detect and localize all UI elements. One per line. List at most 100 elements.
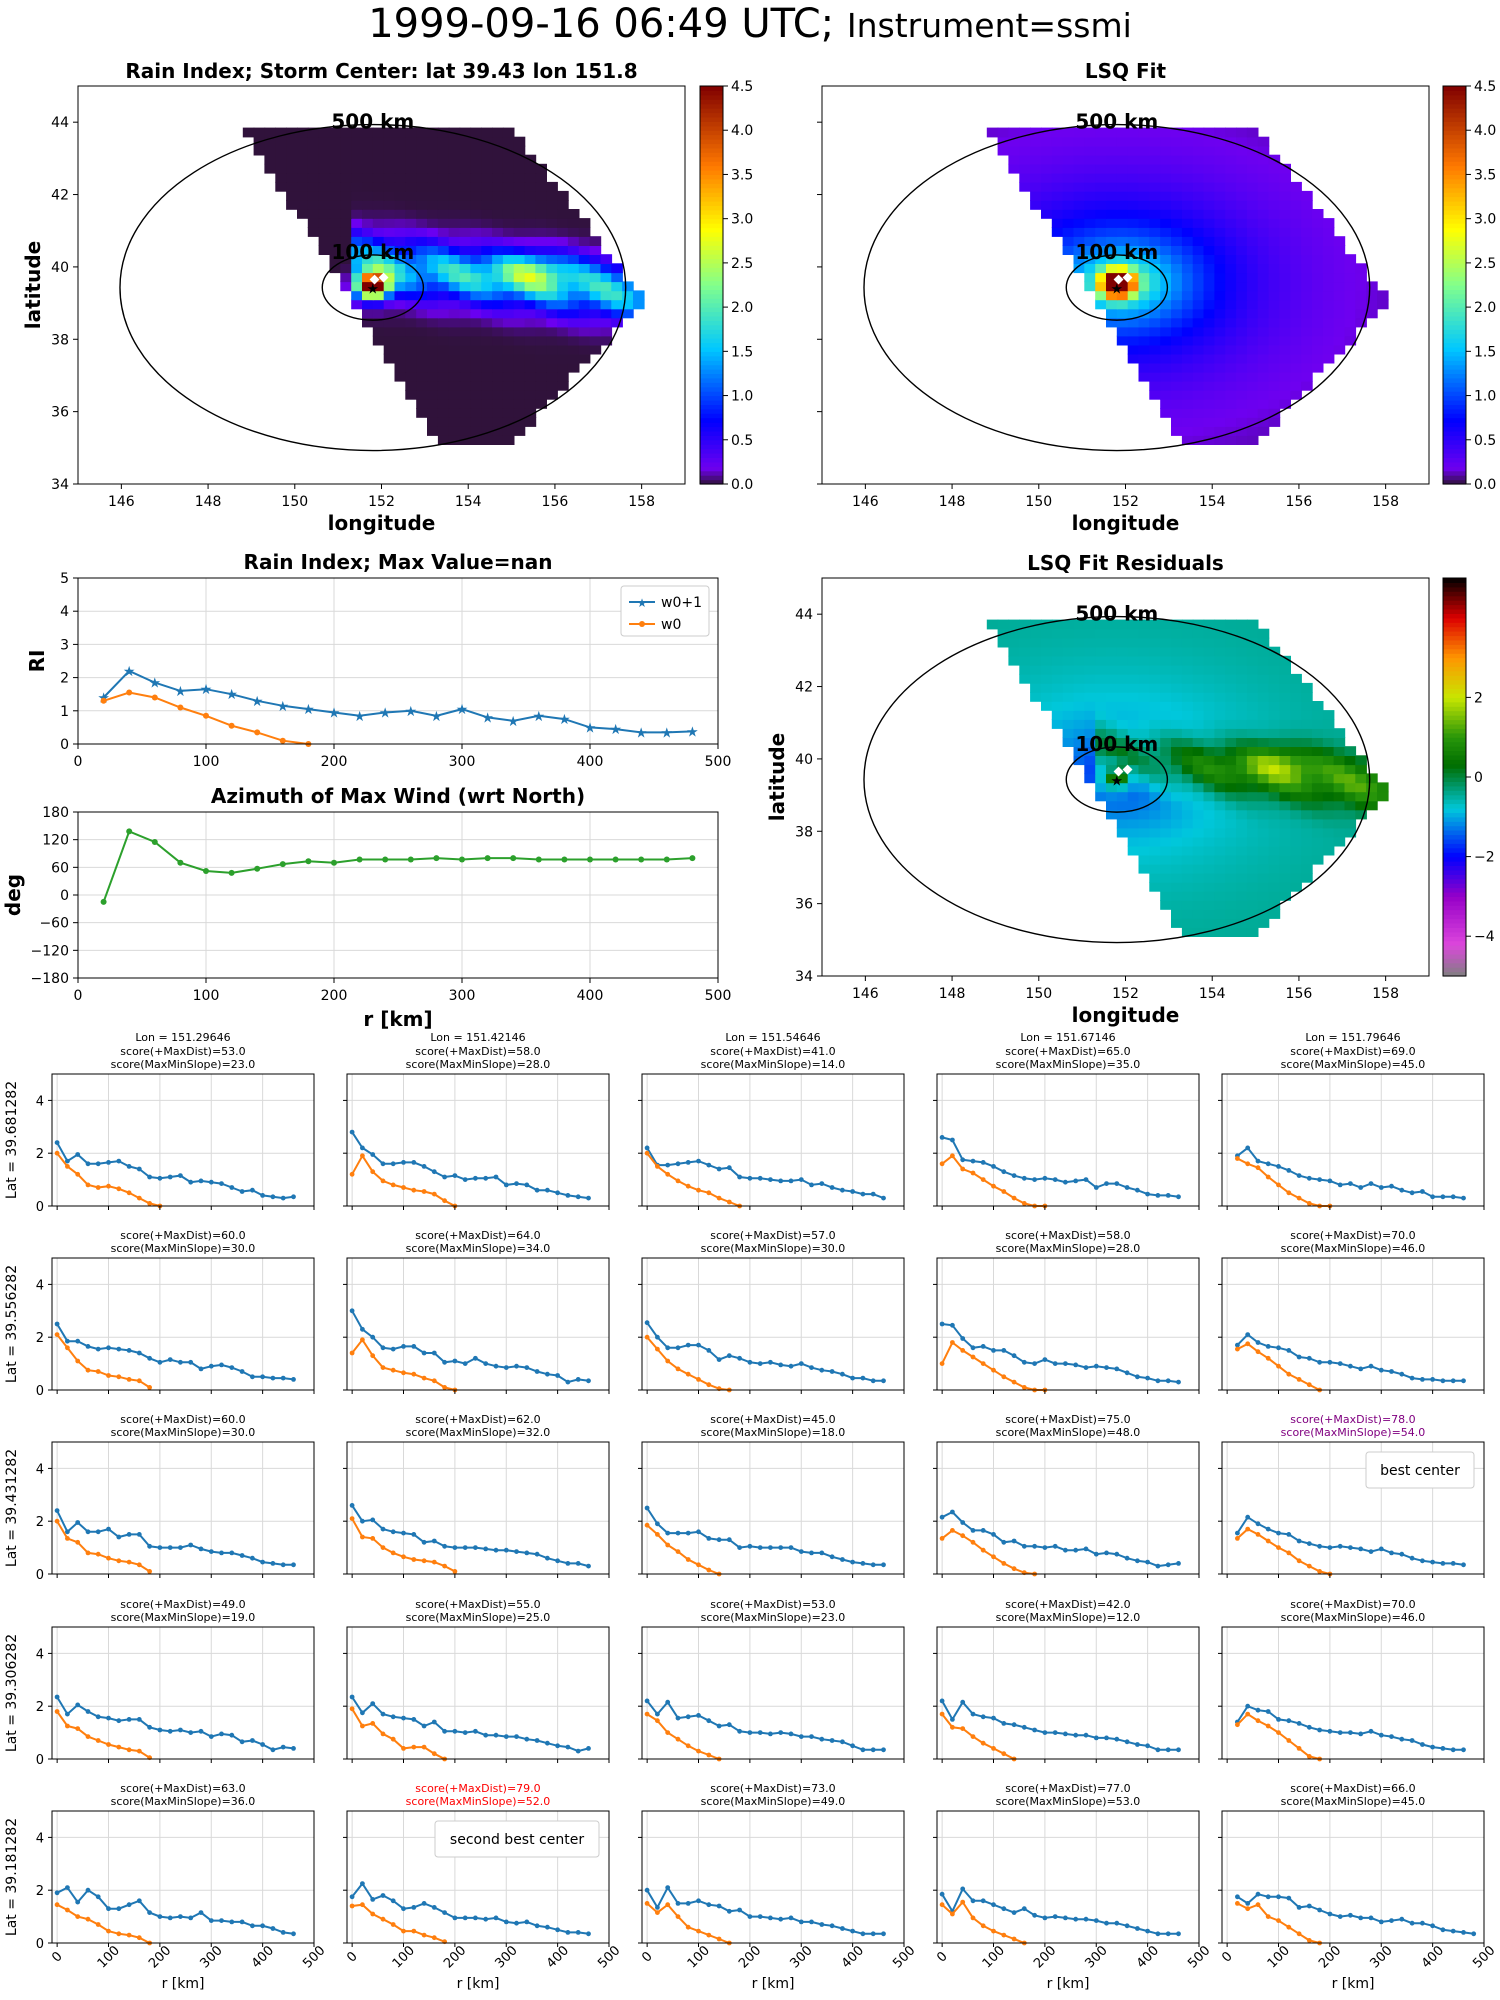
residual-map-cell [1301, 719, 1313, 729]
residual-colorbar-swatch [1443, 790, 1466, 796]
rain-index-colorbar-swatch [700, 302, 723, 308]
rain-index-map-cell [351, 218, 363, 228]
residual-map-cell [1084, 719, 1096, 729]
grid-r4-c3-point [675, 1715, 681, 1721]
lsq-fit-map-cell [1041, 163, 1053, 174]
grid-r4-c1-point [95, 1714, 101, 1720]
grid-r4-c1-score-maxdist: score(+MaxDist)=49.0 [120, 1598, 245, 1611]
grid-r1-c4-score-maxdist: score(+MaxDist)=65.0 [1005, 1045, 1130, 1058]
lsq-fit-map-cell [1062, 227, 1075, 237]
grid-r4-c3-point [788, 1731, 794, 1737]
rain-index-map-cell [340, 281, 352, 292]
rain-index-map-cell [427, 200, 439, 210]
rain-index-map-cell [470, 362, 482, 373]
grid-r5-c2-point [442, 1910, 447, 1915]
rain-index-map-cell [600, 308, 613, 319]
grid-r5-c5-point [1440, 1927, 1446, 1933]
lsq-fit-map-cell [1246, 335, 1259, 346]
rain-index-map-cell [513, 389, 526, 400]
rain-index-map-cell [416, 136, 428, 147]
residual-map-cell [1149, 791, 1161, 802]
residual-map-cell [1257, 900, 1270, 910]
rain-index-map-cell [546, 281, 558, 292]
rain-index-map-cell [329, 245, 342, 255]
residual-map-cell [1116, 637, 1129, 648]
lsq-fit-map-cell [1203, 417, 1216, 427]
residual-map-cell [1084, 646, 1096, 657]
grid-r1-c3-score-maxminslope: score(MaxMinSlope)=14.0 [701, 1058, 846, 1071]
rain-index-colorbar-tick-label: 3.0 [731, 212, 753, 228]
lsq-fit-map-cell [1160, 227, 1172, 237]
rain-index-colorbar-swatch [700, 280, 723, 286]
lsq-fit-map-cell [1268, 272, 1281, 283]
lsq-fit-map-cell [1203, 344, 1216, 355]
rain-index-map-cell [524, 218, 537, 228]
grid-r5-c5-point [1430, 1923, 1435, 1929]
residual-map-cell [1257, 818, 1270, 829]
rain-index-map-cell [427, 408, 439, 418]
lsq-fit-map-cell [1268, 408, 1281, 418]
lsq-fit-map-cell [1290, 281, 1302, 292]
residual-map-cell [1106, 800, 1118, 811]
lsq-fit-map-cell [1311, 317, 1324, 328]
lsq-fit-map-cell [1203, 209, 1216, 219]
residual-map-cell [1236, 827, 1248, 838]
rain-index-map-cell [405, 181, 417, 192]
lsq-fit-map-cell [1160, 263, 1172, 274]
residual-map-cell [1160, 800, 1172, 811]
lsq-fit-map-cell [1246, 299, 1259, 310]
rain-index-map-cell [535, 172, 547, 183]
rain-index-map-cell [437, 218, 450, 228]
lsq-fit-map-cell [1171, 371, 1183, 382]
grid-r2-c2-score-maxminslope: score(MaxMinSlope)=34.0 [406, 1242, 551, 1255]
rain-index-map-cell [459, 299, 472, 310]
residual-map-cell [1301, 755, 1313, 766]
rain-index-map-cell [437, 172, 450, 183]
residual-map-cell [1181, 891, 1194, 901]
grid-r1-c1-point [95, 1161, 101, 1167]
residual-map-cell [1333, 791, 1346, 802]
grid-r2-c4-point [960, 1348, 966, 1353]
grid-r2-c1-score-maxminslope: score(MaxMinSlope)=30.0 [111, 1242, 256, 1255]
grid-r3-c2-point [360, 1518, 365, 1524]
lsq-fit-map-cell [1333, 236, 1346, 246]
rain-index-colorbar-swatch [700, 112, 723, 118]
lsq-fit-colorbar-swatch [1443, 369, 1466, 374]
lsq-fit-map-cell [1181, 227, 1194, 237]
residual-map-cell [1095, 719, 1107, 729]
grid-r4-c2-score-maxminslope: score(MaxMinSlope)=25.0 [406, 1611, 551, 1624]
grid-r2-c2-point [473, 1355, 478, 1361]
grid-r2-c1-point [270, 1375, 276, 1381]
residual-colorbar-swatch [1443, 684, 1466, 690]
lsq-fit-map-cell [1127, 236, 1140, 246]
rain-index-map-cell [535, 290, 547, 301]
grid-r5-c4-series-line-0 [941, 1887, 1179, 1935]
residual-map-cell [1019, 637, 1031, 648]
rain-index-map-cell [372, 127, 385, 138]
grid-r1-c2-point [421, 1164, 427, 1169]
residual-map-cell [1116, 818, 1129, 829]
residual-map-cell [1095, 701, 1107, 711]
residual-map-cell [1116, 809, 1129, 820]
grid-r2-c4-point [1124, 1370, 1130, 1376]
residual-colorbar-swatch [1443, 604, 1466, 610]
lsq-fit-map-cell [1301, 380, 1313, 391]
grid-r3-c1-point [229, 1550, 235, 1556]
residual-map-cell [1171, 773, 1183, 784]
residual-map-cell [1301, 818, 1313, 829]
lsq-fit-map-cell [1290, 245, 1302, 255]
grid-r2-c5-point [1348, 1363, 1353, 1369]
residual-map-cell [1106, 692, 1118, 702]
lsq-fit-map-cell [1279, 209, 1291, 219]
lsq-fit-colorbar-swatch [1443, 170, 1466, 175]
residual-map-cell [1149, 782, 1161, 793]
grid-r4-c4-point [1176, 1747, 1181, 1753]
residual-map-cell [1301, 773, 1313, 784]
residual-map-ytick-label: 36 [795, 897, 813, 913]
residual-map-cell [1279, 800, 1291, 811]
rain-index-colorbar-swatch [700, 448, 723, 454]
residual-map-cell [1225, 809, 1237, 820]
grid-r1-c3-lon-title: Lon = 151.54646 [725, 1031, 820, 1044]
residual-map-cell [1051, 628, 1064, 639]
lsq-fit-map-cell [1160, 399, 1172, 409]
